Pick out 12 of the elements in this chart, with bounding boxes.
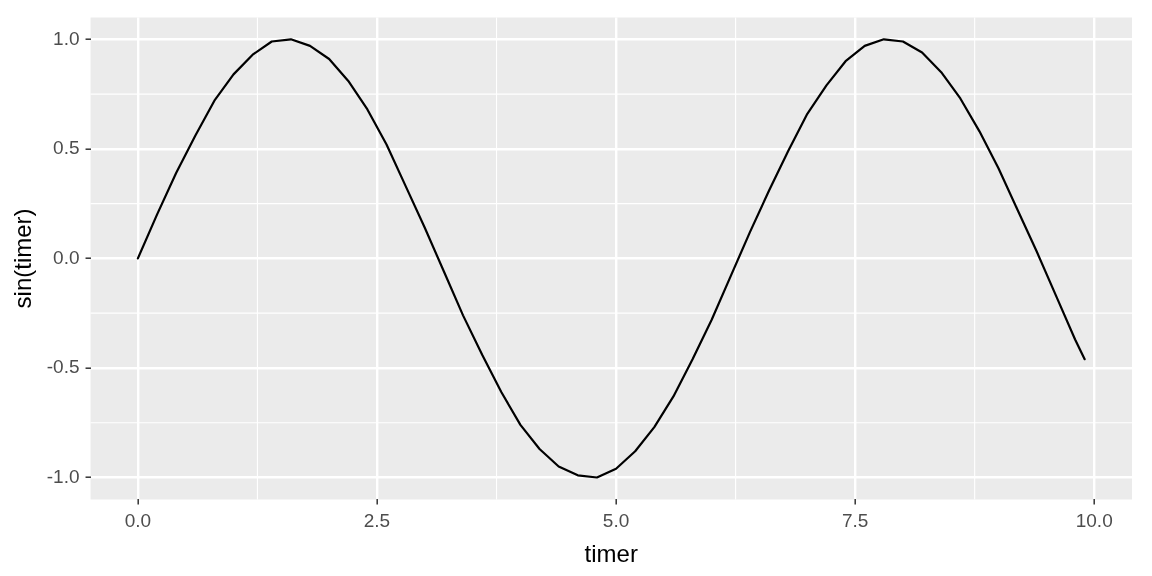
y-tick-label: -1.0 <box>46 465 80 487</box>
x-tick-label: 7.5 <box>841 510 869 532</box>
x-tick-label: 2.5 <box>363 510 391 532</box>
x-tick-label: 10.0 <box>1075 510 1113 532</box>
y-tick-label: 0.0 <box>53 246 80 268</box>
y-tick-label: -0.5 <box>46 356 80 378</box>
x-tick-label: 0.0 <box>124 510 152 532</box>
x-tick-label: 5.0 <box>602 510 630 532</box>
y-axis-title: sin(timer) <box>9 208 37 309</box>
y-tick-label: 0.5 <box>53 137 80 159</box>
x-axis-title: timer <box>584 540 638 568</box>
y-tick-label: 1.0 <box>53 27 80 49</box>
